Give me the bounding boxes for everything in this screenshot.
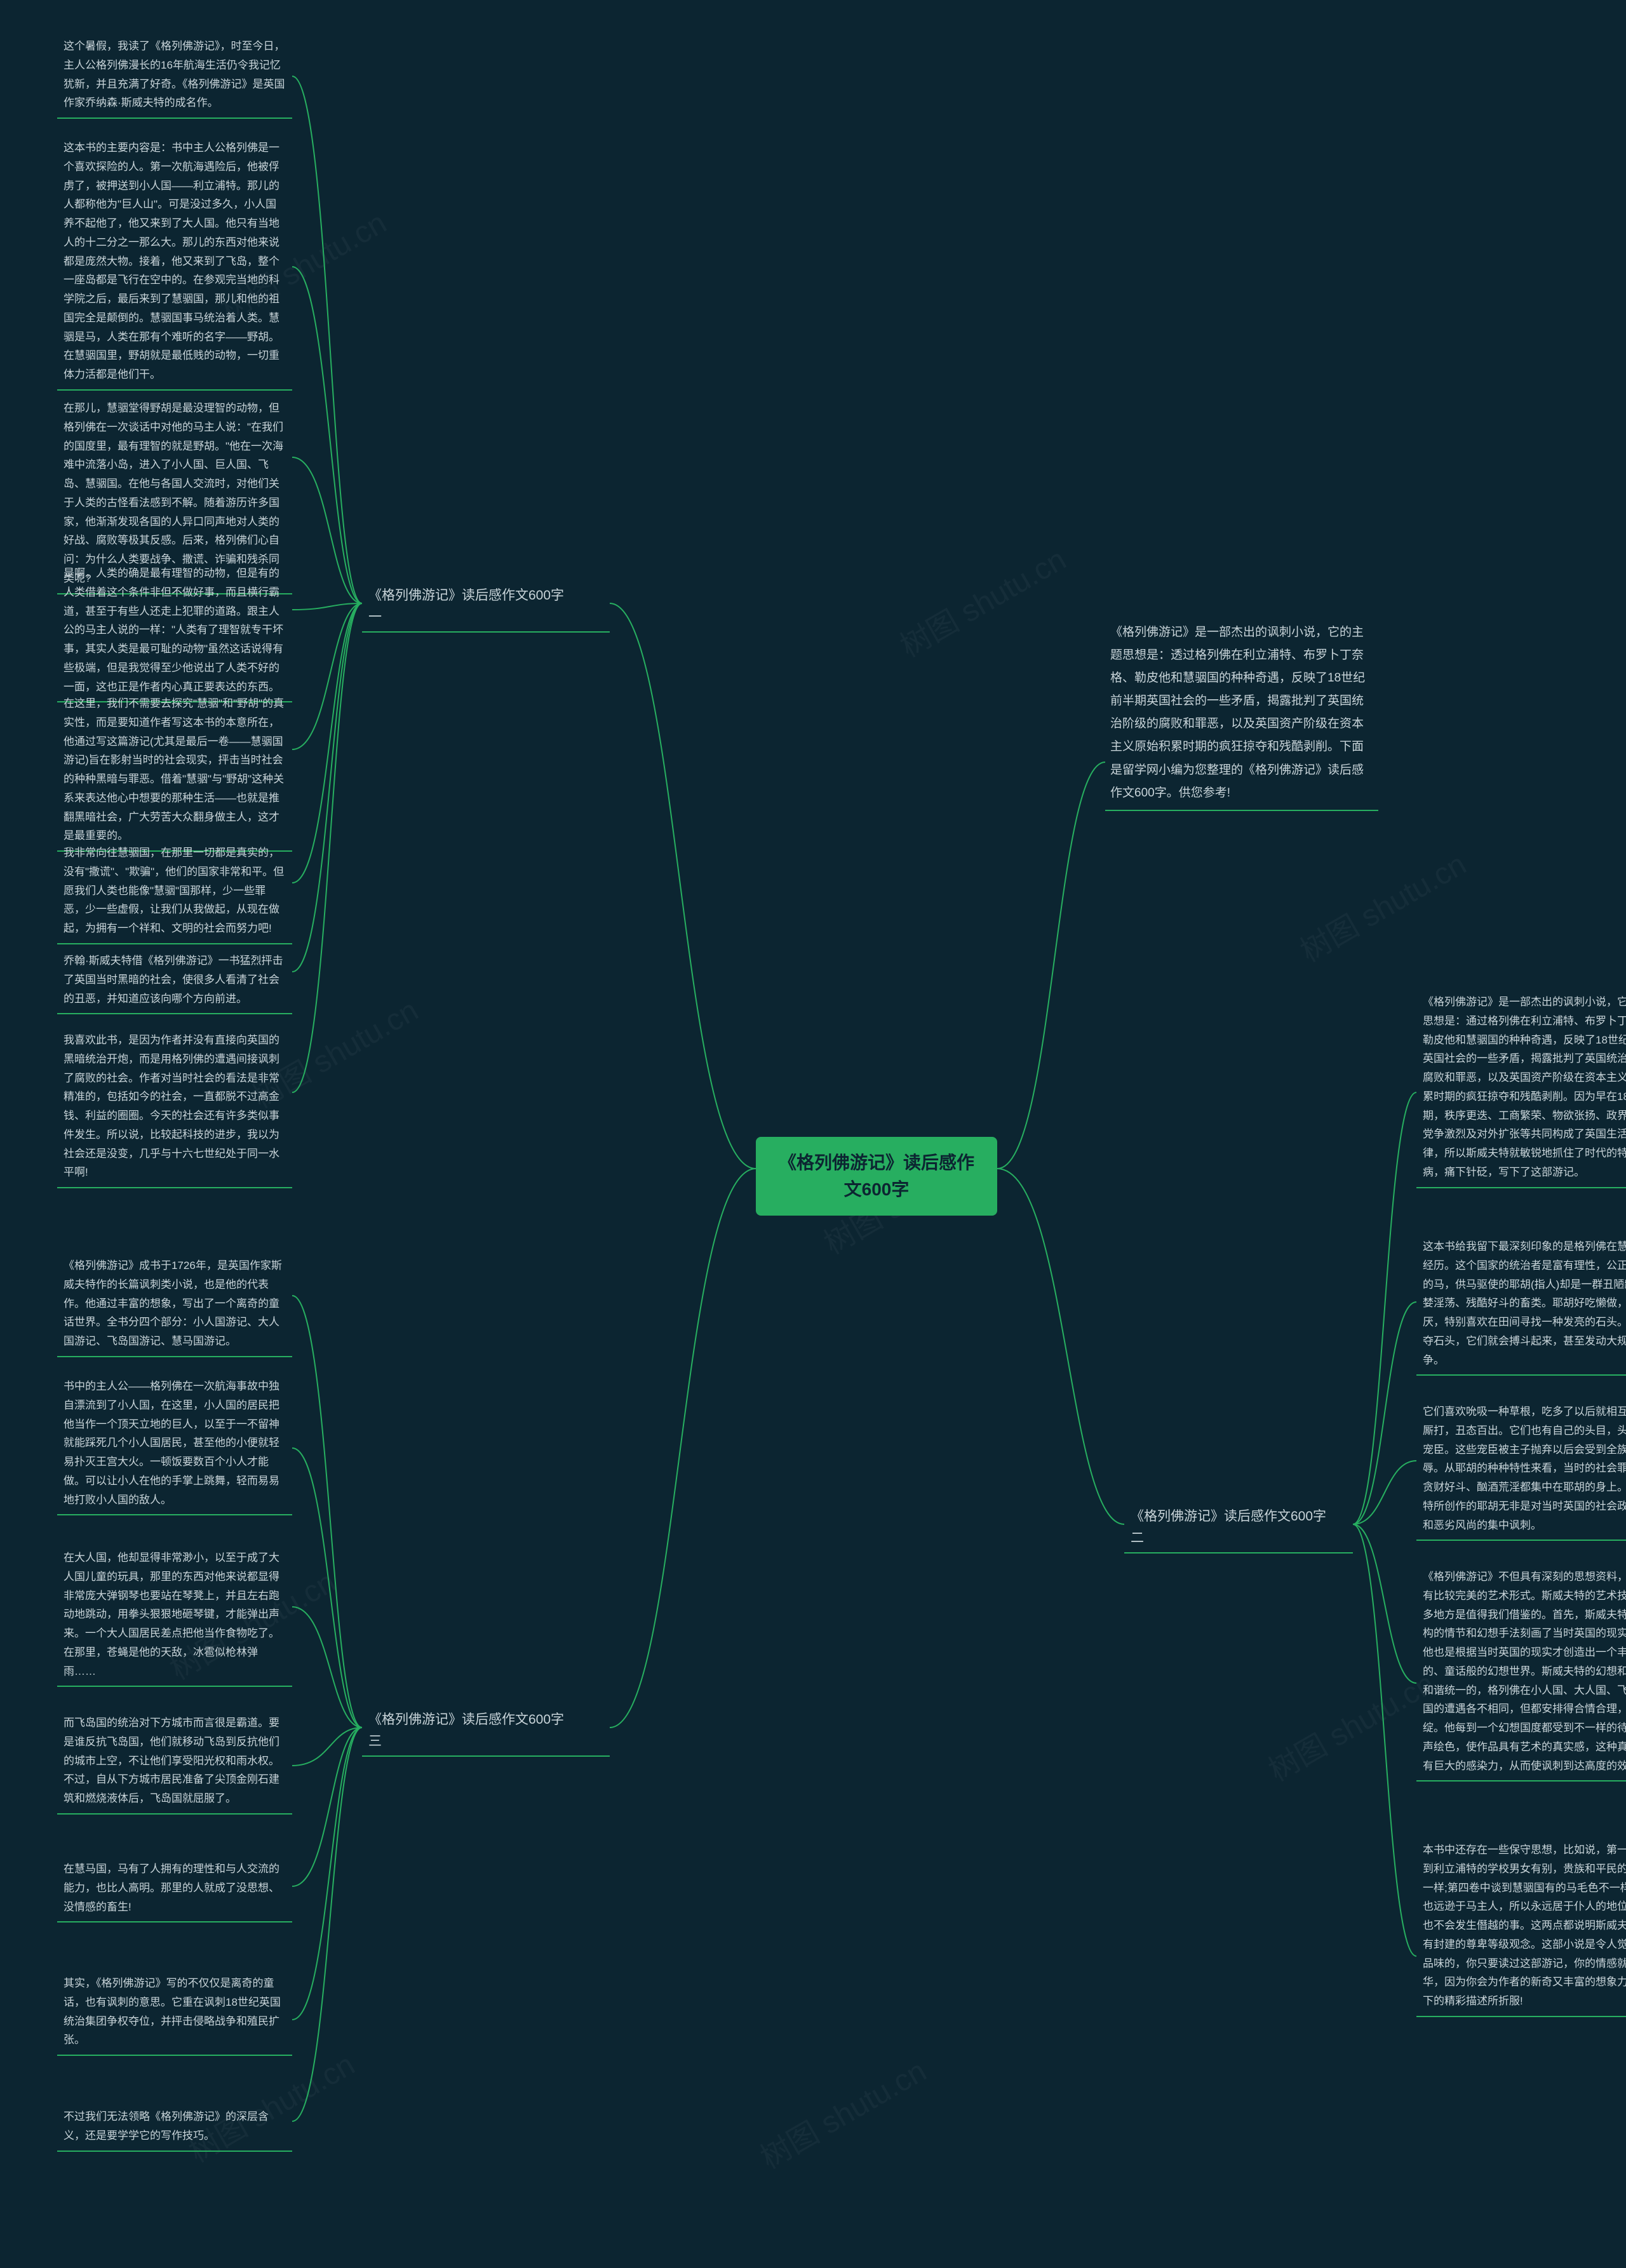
branch-3-leaf-2: 在大人国，他却显得非常渺小，以至于成了大人国儿童的玩具，那里的东西对他来说都显得… <box>57 1543 292 1687</box>
branch-1-leaf-1: 这本书的主要内容是：书中主人公格列佛是一个喜欢探险的人。第一次航海遇险后，他被俘… <box>57 133 292 391</box>
branch-2-leaf-3: 《格列佛游记》不但具有深刻的思想资料，而且具有比较完美的艺术形式。斯威夫特的艺术… <box>1416 1562 1626 1782</box>
branch-1-leaf-0: 这个暑假，我读了《格列佛游记》，时至今日，主人公格列佛漫长的16年航海生活仍令我… <box>57 32 292 119</box>
branch-2-leaf-0: 《格列佛游记》是一部杰出的讽刺小说，它的主题思想是：通过格列佛在利立浦特、布罗卜… <box>1416 988 1626 1188</box>
watermark: 树图 shutu.cn <box>890 535 1073 666</box>
center-title: 《格列佛游记》读后感作文600字 <box>756 1137 997 1216</box>
branch-1-leaf-7: 我喜欢此书，是因为作者并没有直接向英国的黑暗统治开炮，而是用格列佛的遭遇间接讽刺… <box>57 1026 292 1188</box>
intro-text: 《格列佛游记》是一部杰出的讽刺小说，它的主题思想是：透过格列佛在利立浦特、布罗卜… <box>1105 616 1378 811</box>
branch-3-leaf-1: 书中的主人公——格列佛在一次航海事故中独自漂流到了小人国，在这里，小人国的居民把… <box>57 1372 292 1515</box>
watermark: 树图 shutu.cn <box>1291 840 1473 970</box>
branch-3-leaf-0: 《格列佛游记》成书于1726年，是英国作家斯威夫特作的长篇讽刺类小说，也是他的代… <box>57 1251 292 1357</box>
branch-1-leaf-3: 是啊，人类的确是最有理智的动物，但是有的人类借着这个条件非但不做好事，而且横行霸… <box>57 559 292 702</box>
branch-2-leaf-2: 它们喜欢吮吸一种草根，吃多了以后就相互搂抱、厮打，丑态百出。它们也有自己的头目，… <box>1416 1397 1626 1541</box>
branch-1-leaf-6: 乔翰·斯威夫特借《格列佛游记》一书猛烈抨击了英国当时黑暗的社会，使很多人看清了社… <box>57 946 292 1014</box>
branch-2-leaf-4: 本书中还存在一些保守思想，比如说，第一卷中谈到利立浦特的学校男女有别，贵族和平民… <box>1416 1835 1626 2017</box>
branch-3-label: 《格列佛游记》读后感作文600字三 <box>362 1705 610 1757</box>
branch-3-leaf-5: 其实，《格列佛游记》写的不仅仅是离奇的童话，也有讽刺的意思。它重在讽刺18世纪英… <box>57 1969 292 2056</box>
watermark: 树图 shutu.cn <box>751 2046 933 2177</box>
branch-1-leaf-5: 我非常向往慧骃国，在那里一切都是真实的，没有"撒谎"、"欺骗"，他们的国家非常和… <box>57 838 292 944</box>
branch-1-label: 《格列佛游记》读后感作文600字一 <box>362 581 610 633</box>
branch-2-label: 《格列佛游记》读后感作文600字二 <box>1124 1502 1353 1553</box>
branch-1-leaf-4: 在这里，我们不需要去探究"慧骃"和"野胡"的真实性，而是要知道作者写这本书的本意… <box>57 689 292 852</box>
branch-3-leaf-3: 而飞岛国的统治对下方城市而言很是霸道。要是谁反抗飞岛国，他们就移动飞岛到反抗他们… <box>57 1708 292 1815</box>
branch-3-leaf-6: 不过我们无法领略《格列佛游记》的深层含义，还是要学学它的写作技巧。 <box>57 2102 292 2152</box>
watermark: 树图 shutu.cn <box>1259 1659 1441 1790</box>
branch-2-leaf-1: 这本书给我留下最深刻印象的是格列佛在慧骃国的经历。这个国家的统治者是富有理性，公… <box>1416 1232 1626 1376</box>
branch-3-leaf-4: 在慧马国，马有了人拥有的理性和与人交流的能力，也比人高明。那里的人就成了没思想、… <box>57 1855 292 1922</box>
